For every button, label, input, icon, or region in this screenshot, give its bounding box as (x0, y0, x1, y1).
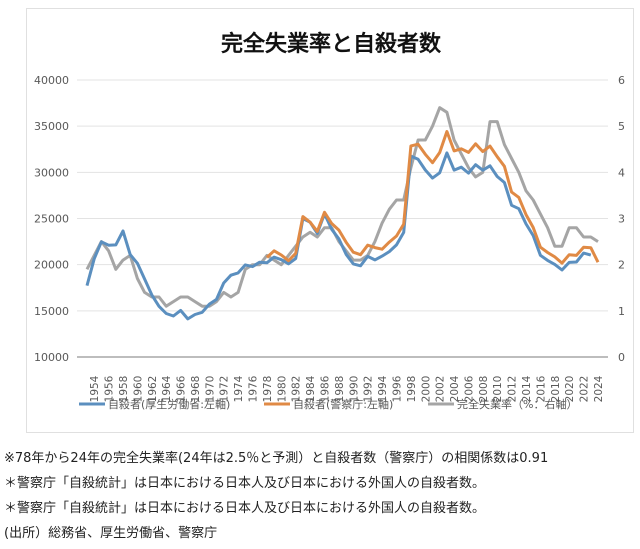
y-left-tick-label: 40000 (34, 74, 69, 87)
x-tick-label: 1978 (262, 376, 274, 403)
x-tick-label: 1994 (377, 375, 389, 402)
x-tick-label: 1960 (132, 376, 144, 403)
y-left-tick-label: 30000 (34, 166, 69, 179)
legend-label: 完全失業率（%：右軸） (457, 397, 577, 411)
x-tick-label: 2012 (507, 376, 519, 403)
y-right-tick-label: 4 (618, 166, 625, 179)
x-tick-label: 1958 (118, 376, 130, 403)
x-tick-label: 1990 (348, 376, 360, 403)
note-correlation: ※78年から24年の完全失業率(24年は2.5％と予測）と自殺者数（警察庁）の相… (4, 451, 549, 466)
x-tick-label: 1962 (147, 376, 159, 403)
chart-container: 完全失業率と自殺者数 10000 15000 20000 25000 30000 3500… (26, 8, 634, 433)
x-tick-label: 1986 (320, 375, 332, 402)
x-tick-label: 2018 (550, 376, 562, 403)
y-left-tick-label: 15000 (34, 305, 69, 318)
x-tick-label: 1970 (204, 376, 216, 403)
y-right-tick-label: 5 (618, 120, 625, 133)
y-left-tick-label: 25000 (34, 213, 69, 226)
x-tick-label: 1992 (363, 376, 375, 403)
x-tick-label: 1974 (233, 375, 245, 402)
x-tick-label: 1984 (305, 375, 317, 402)
x-tick-label: 2006 (463, 375, 475, 402)
x-tick-label: 1988 (334, 376, 346, 403)
x-tick-label: 1980 (276, 376, 288, 403)
x-tick-label: 2002 (435, 376, 447, 403)
x-tick-label: 1968 (190, 376, 202, 403)
note-police-stats-1: ＊警察庁「自殺統計」は日本における日本人及び日本における外国人の自殺者数。 (4, 476, 486, 491)
x-tick-label: 1972 (219, 376, 231, 403)
y-right-tick-label: 0 (618, 351, 625, 364)
chart-title: 完全失業率と自殺者数 (221, 31, 442, 57)
x-tick-label: 1976 (248, 375, 260, 402)
note-police-stats-2: ＊警察庁「自殺統計」は日本における日本人及び日本における外国人の自殺者数。 (4, 501, 486, 516)
legend-label: 自殺者(警察庁:左軸) (293, 397, 393, 411)
x-tick-label: 2022 (579, 376, 591, 403)
x-tick-label: 2000 (420, 376, 432, 403)
y-left-tick-label: 10000 (34, 351, 69, 364)
x-tick-label: 1996 (391, 375, 403, 402)
x-tick-label: 2004 (449, 375, 461, 402)
x-tick-label: 2020 (564, 376, 576, 403)
x-tick-label: 1966 (176, 375, 188, 402)
x-tick-label: 2016 (535, 375, 547, 402)
note-source: (出所）総務省、厚生労働省、警察庁 (4, 526, 218, 541)
y-left-tick-label: 20000 (34, 259, 69, 272)
x-tick-label: 1956 (104, 375, 116, 402)
series-line-1 (265, 130, 600, 265)
y-right-tick-label: 3 (618, 213, 625, 226)
x-tick-label: 2014 (521, 375, 533, 402)
y-right-tick-label: 6 (618, 74, 625, 87)
x-tick-label: 1998 (406, 376, 418, 403)
x-tick-label: 1964 (161, 375, 173, 402)
legend-label: 自殺者(厚生労働省:左軸) (108, 397, 230, 411)
x-tick-label: 2024 (593, 375, 605, 402)
y-left-tick-label: 35000 (34, 120, 69, 133)
line-chart: 完全失業率と自殺者数 10000150002000025000300003500… (34, 31, 625, 411)
y-right-tick-label: 1 (618, 305, 625, 318)
y-right-tick-label: 2 (618, 259, 625, 272)
x-tick-label: 1954 (89, 375, 101, 402)
x-tick-label: 1982 (291, 376, 303, 403)
series-line-0 (85, 151, 592, 321)
x-tick-label: 2008 (478, 376, 490, 403)
x-tick-label: 2010 (492, 376, 504, 403)
